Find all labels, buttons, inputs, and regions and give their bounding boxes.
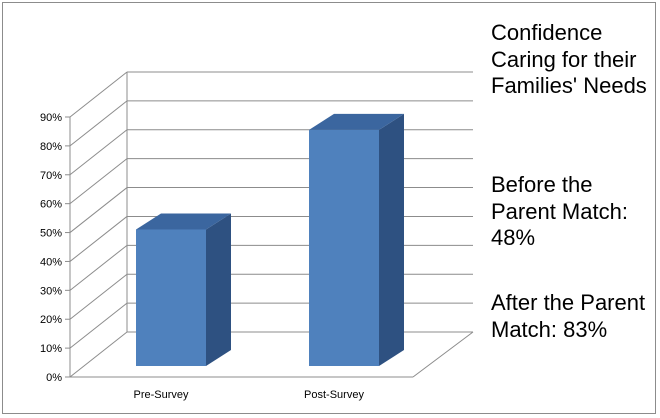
annotation-after: After the Parent Match: 83% [491,290,646,342]
bar-top-face [136,213,231,230]
y-tick-label: 30% [40,285,62,297]
y-tick-label: 70% [40,170,62,182]
y-tick-label: 80% [40,141,62,153]
gridline-side [69,273,128,320]
y-tick-label: 40% [40,256,62,268]
y-tick-label: 90% [40,112,62,124]
gridline-side [69,331,128,378]
gridline-side [69,158,128,205]
gridline-side [69,244,128,291]
x-category-label: Post-Survey [304,389,364,401]
y-tick-label: 50% [40,228,62,240]
bar-side-face [206,213,231,366]
annotation-title: Confidence Caring for their Families' Ne… [491,20,647,98]
bar-pre-survey [136,213,231,366]
bar-post-survey [309,113,404,367]
x-category-label: Pre-Survey [133,389,189,401]
y-tick-label: 0% [46,372,62,384]
gridline-side [69,216,128,262]
floor-right-edge [412,331,474,378]
gridline-side [69,129,128,176]
bar-top-face [309,113,404,130]
gridline-side [69,302,128,349]
y-tick-label: 60% [40,199,62,211]
bar-front-face [136,229,206,366]
annotation-before: Before the Parent Match: 48% [491,172,628,250]
bar-side-face [379,113,404,367]
gridlines [69,71,474,378]
y-tick-label: 20% [40,314,62,326]
gridline-side [69,71,128,118]
gridline-side [69,100,128,147]
gridline-side [69,187,128,233]
y-tick-label: 10% [40,343,62,355]
bar-front-face [309,129,379,366]
